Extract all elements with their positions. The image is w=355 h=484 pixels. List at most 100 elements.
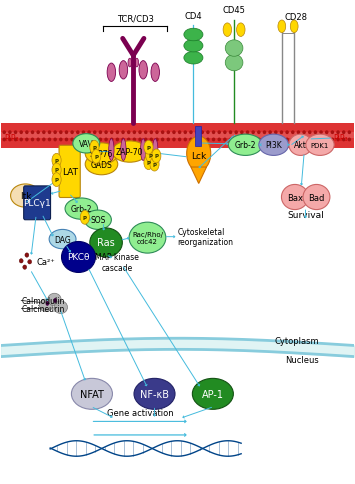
Ellipse shape [139,61,147,80]
Ellipse shape [25,138,29,142]
Text: PIP₃: PIP₃ [333,134,348,143]
Ellipse shape [155,131,159,135]
Ellipse shape [161,138,164,142]
Ellipse shape [319,138,323,142]
Ellipse shape [225,41,243,57]
Ellipse shape [90,228,122,257]
Ellipse shape [184,29,203,42]
Text: AP-1: AP-1 [202,389,224,399]
Ellipse shape [76,131,80,135]
Ellipse shape [110,131,114,135]
Ellipse shape [201,138,204,142]
Ellipse shape [107,64,116,82]
Ellipse shape [80,211,89,225]
Ellipse shape [331,131,334,135]
Ellipse shape [76,138,80,142]
Ellipse shape [116,131,119,135]
Ellipse shape [104,138,108,142]
Ellipse shape [251,131,255,135]
Ellipse shape [65,138,68,142]
Text: PDK1: PDK1 [311,142,329,149]
Ellipse shape [42,138,45,142]
Ellipse shape [285,138,289,142]
Ellipse shape [189,138,193,142]
Ellipse shape [308,138,312,142]
Ellipse shape [289,135,312,156]
Ellipse shape [127,138,131,142]
Ellipse shape [93,138,97,142]
Ellipse shape [172,131,176,135]
Ellipse shape [192,378,233,409]
Text: PKCθ: PKCθ [67,253,90,262]
Ellipse shape [48,294,61,306]
Ellipse shape [59,138,62,142]
Ellipse shape [172,138,176,142]
Ellipse shape [302,131,306,135]
Ellipse shape [82,138,85,142]
Ellipse shape [240,131,244,135]
Ellipse shape [37,131,40,135]
Text: P: P [147,145,151,151]
Ellipse shape [212,131,215,135]
Ellipse shape [109,139,114,161]
Ellipse shape [19,259,23,263]
Ellipse shape [149,138,153,142]
Ellipse shape [184,40,203,53]
Ellipse shape [90,141,99,155]
Ellipse shape [161,131,164,135]
Ellipse shape [348,138,351,142]
Ellipse shape [8,138,12,142]
Ellipse shape [135,59,138,68]
Ellipse shape [65,131,68,135]
Ellipse shape [134,378,175,409]
Ellipse shape [8,131,12,135]
Ellipse shape [290,21,298,33]
Text: Calmodulin: Calmodulin [22,296,65,305]
Text: Akt: Akt [294,141,307,150]
Text: Bax: Bax [287,193,303,202]
Text: CD4: CD4 [185,12,202,21]
Ellipse shape [278,21,286,33]
Text: P: P [148,153,152,159]
Ellipse shape [306,135,334,156]
Text: P: P [92,145,97,151]
Text: CD28: CD28 [284,14,307,22]
Ellipse shape [42,131,45,135]
Ellipse shape [234,131,238,135]
Ellipse shape [166,138,170,142]
Ellipse shape [166,131,170,135]
Ellipse shape [48,131,51,135]
Ellipse shape [149,131,153,135]
Text: Bad: Bad [308,193,325,202]
Ellipse shape [39,300,53,312]
Text: P: P [153,162,157,167]
Ellipse shape [127,131,131,135]
Ellipse shape [84,211,111,230]
Ellipse shape [110,138,114,142]
Text: Grb-2: Grb-2 [71,205,92,213]
Ellipse shape [85,154,118,175]
Ellipse shape [52,154,61,168]
Ellipse shape [132,131,136,135]
Ellipse shape [195,131,198,135]
Ellipse shape [119,61,128,80]
Ellipse shape [313,131,317,135]
Ellipse shape [138,131,142,135]
Text: Calcineurin: Calcineurin [22,304,65,313]
Ellipse shape [308,131,312,135]
Ellipse shape [52,173,61,187]
Ellipse shape [229,131,232,135]
Text: P: P [94,154,98,160]
Text: Ca²⁺: Ca²⁺ [37,258,55,267]
Ellipse shape [291,138,295,142]
Ellipse shape [313,138,317,142]
Ellipse shape [246,131,249,135]
Text: GADS: GADS [91,160,112,169]
Ellipse shape [129,223,166,254]
Ellipse shape [146,149,155,163]
Ellipse shape [291,131,295,135]
Ellipse shape [285,131,289,135]
Ellipse shape [52,164,61,178]
Ellipse shape [14,131,17,135]
Ellipse shape [138,138,142,142]
